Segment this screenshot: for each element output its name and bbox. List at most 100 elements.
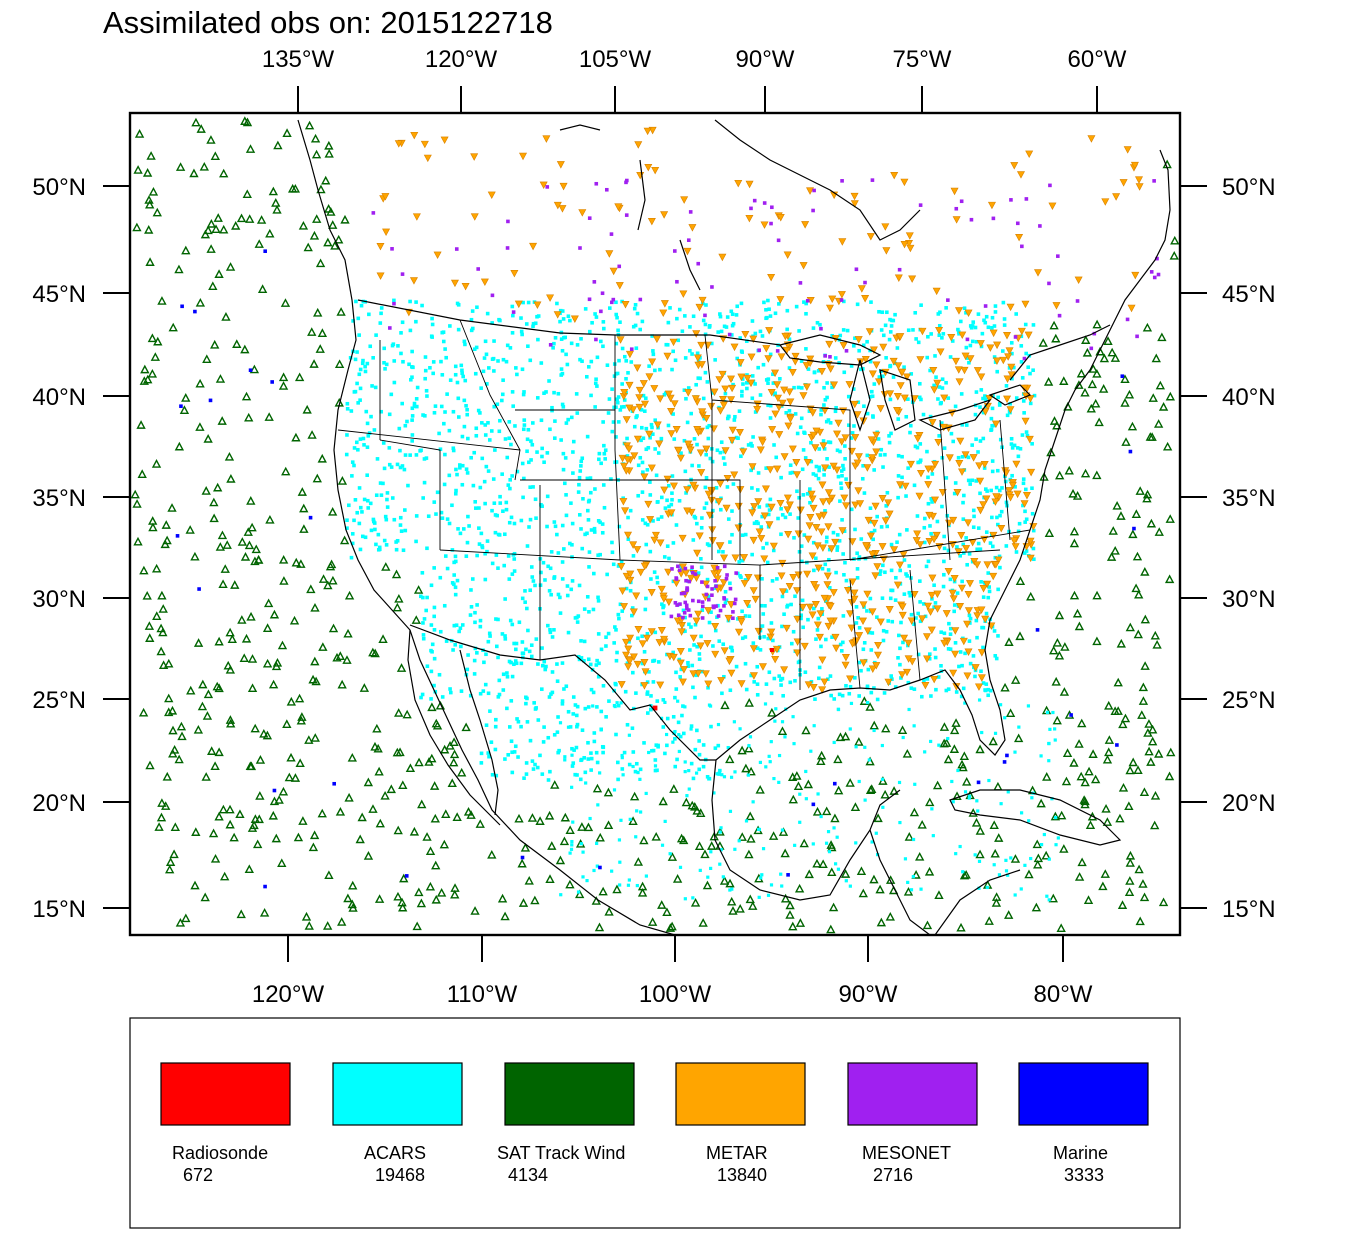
obs-marker <box>932 605 936 610</box>
obs-marker <box>452 573 457 577</box>
obs-marker <box>463 807 474 816</box>
obs-marker <box>575 411 580 415</box>
obs-marker <box>740 533 745 538</box>
obs-marker <box>395 538 400 543</box>
obs-marker <box>806 187 815 195</box>
obs-marker <box>737 680 746 688</box>
obs-marker <box>535 450 539 454</box>
obs-marker <box>174 264 184 274</box>
obs-marker <box>976 450 980 454</box>
obs-marker <box>715 448 720 453</box>
obs-marker <box>585 434 590 439</box>
obs-marker <box>655 639 664 647</box>
obs-marker <box>946 647 951 651</box>
obs-marker <box>584 781 588 785</box>
obs-marker <box>175 534 180 538</box>
obs-marker <box>776 296 785 304</box>
obs-marker <box>589 768 593 772</box>
obs-marker <box>900 454 904 459</box>
obs-marker <box>408 328 413 333</box>
obs-marker <box>758 760 762 765</box>
obs-marker <box>372 723 382 733</box>
obs-marker <box>718 370 727 379</box>
obs-marker <box>262 658 273 668</box>
obs-marker <box>601 683 606 688</box>
obs-marker <box>916 541 925 549</box>
obs-marker <box>147 368 158 378</box>
obs-marker <box>566 417 570 422</box>
obs-marker <box>524 875 534 885</box>
obs-marker <box>512 662 516 667</box>
obs-marker <box>465 540 470 545</box>
obs-marker <box>756 365 760 370</box>
obs-marker <box>577 482 581 487</box>
obs-marker <box>873 651 882 660</box>
obs-marker <box>138 707 149 717</box>
obs-marker <box>620 603 629 611</box>
obs-marker <box>152 207 162 217</box>
obs-marker <box>965 337 970 342</box>
obs-marker <box>993 341 1002 350</box>
obs-marker <box>519 152 528 161</box>
obs-marker <box>1103 336 1113 345</box>
obs-marker <box>932 583 936 588</box>
obs-marker <box>698 376 702 381</box>
obs-marker <box>558 205 567 213</box>
obs-marker <box>378 321 383 325</box>
obs-marker <box>568 725 573 729</box>
obs-marker <box>494 617 498 621</box>
obs-marker <box>840 731 851 741</box>
obs-marker <box>374 493 379 498</box>
obs-marker <box>476 408 481 413</box>
obs-marker <box>544 664 548 669</box>
obs-marker <box>429 697 433 701</box>
obs-marker <box>890 318 894 323</box>
obs-marker <box>774 707 778 711</box>
obs-marker <box>552 341 556 346</box>
obs-marker <box>676 613 681 618</box>
obs-marker <box>397 897 407 907</box>
obs-marker <box>202 711 213 720</box>
obs-marker <box>831 633 840 642</box>
obs-marker <box>975 547 979 552</box>
top-lon-label: 105°W <box>579 46 652 73</box>
obs-marker <box>883 570 887 575</box>
obs-marker <box>960 366 969 375</box>
central-america-coast <box>869 829 1021 935</box>
obs-marker <box>828 902 839 912</box>
obs-marker <box>851 501 860 510</box>
obs-marker <box>881 333 886 338</box>
obs-marker <box>861 464 865 468</box>
obs-marker <box>677 733 681 737</box>
obs-marker <box>483 551 487 556</box>
obs-marker <box>879 525 884 529</box>
obs-marker <box>796 660 801 665</box>
obs-marker <box>709 724 713 729</box>
obs-marker <box>930 675 939 684</box>
obs-marker <box>360 510 364 514</box>
obs-marker <box>345 526 349 530</box>
obs-marker <box>855 302 860 307</box>
obs-marker <box>700 516 704 520</box>
obs-marker <box>353 357 358 362</box>
obs-marker <box>898 662 902 667</box>
obs-marker <box>304 735 314 744</box>
obs-marker <box>688 224 697 232</box>
obs-marker <box>240 116 250 125</box>
obs-marker <box>938 489 947 497</box>
obs-marker <box>403 453 408 457</box>
obs-marker <box>649 707 653 712</box>
obs-marker <box>612 788 617 792</box>
obs-marker <box>871 414 875 418</box>
obs-marker <box>1092 319 1102 329</box>
obs-marker <box>749 206 753 211</box>
obs-marker <box>992 357 1001 365</box>
obs-marker <box>968 616 973 621</box>
obs-marker <box>579 758 583 763</box>
obs-marker <box>618 587 627 596</box>
obs-marker <box>650 749 654 753</box>
obs-marker <box>132 222 142 232</box>
obs-marker <box>591 704 595 708</box>
obs-marker <box>399 529 404 533</box>
obs-marker <box>527 649 532 654</box>
